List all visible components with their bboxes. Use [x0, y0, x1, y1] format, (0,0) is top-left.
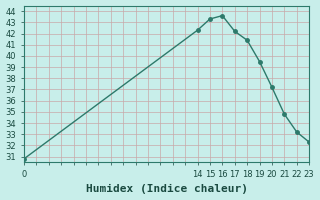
X-axis label: Humidex (Indice chaleur): Humidex (Indice chaleur): [85, 184, 248, 194]
